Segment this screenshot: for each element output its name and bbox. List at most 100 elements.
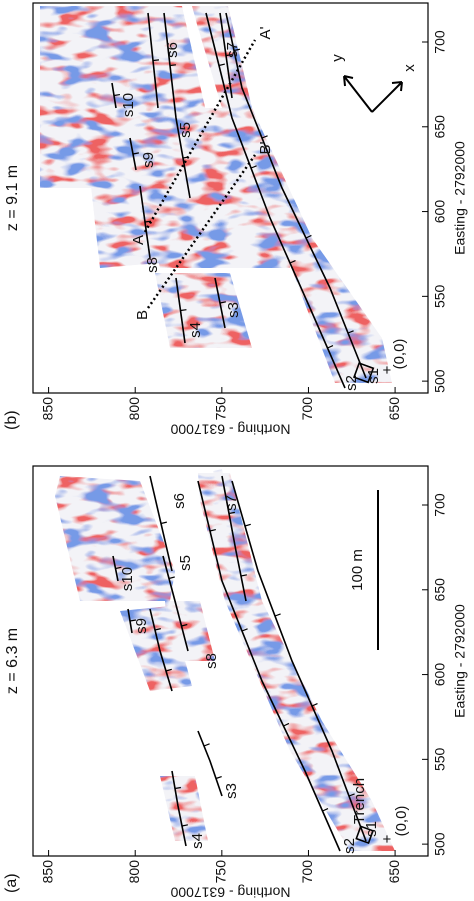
trench-box [353,362,375,384]
annotation: s5 [177,555,194,571]
gpr-slice [55,476,175,601]
fault-tick [215,775,222,780]
annotation: s6 [171,493,188,509]
x-axis-label: Easting - 2792000 [452,141,468,255]
gpr-slice [160,776,208,841]
annotation: s6 [164,42,181,58]
fault-tick [244,523,251,527]
panel-title: z = 6.3 m [4,628,21,694]
fault-tick [228,511,236,515]
gpr-slice [95,541,145,601]
x-tick-label: 650 [432,115,448,139]
fault-tick [168,576,175,580]
panel: 500 550 600 650 700 650 700 750 800 850 Easting - … [3,2,468,437]
fault-tick [165,668,172,672]
fault-line [221,475,247,602]
annotation: s8 [144,257,161,273]
fault-tick [322,808,329,812]
annotation: y [329,54,346,62]
plot-frame [32,465,429,857]
fault-tick [283,722,290,727]
fault-tick [129,619,137,622]
axis-arrow-x [371,81,403,113]
profile-a [143,39,257,233]
annotation: 100 m [349,549,366,591]
fault-line [163,12,191,199]
y-axis-label: Northing - 6317000 [170,884,290,900]
fault-tick [261,135,268,139]
x-tick-label: 550 [432,284,448,308]
y-tick-label: 850 [39,860,55,884]
annotation: s4 [189,833,206,849]
x-tick-label: 500 [432,369,448,393]
x-tick-label: 700 [432,493,448,517]
annotation: s9 [140,152,157,168]
x-tick-label: 600 [432,200,448,224]
x-tick-label: 550 [432,747,448,771]
fault-line [197,480,341,852]
annotation: A [130,235,147,245]
y-tick-label: 650 [386,397,402,421]
fault-tick [115,566,122,570]
fault-tick [305,234,312,239]
annotation: s9 [133,618,150,634]
annotation: (0,0) [393,806,410,837]
y-tick-label: 750 [213,860,229,884]
fault-tick [327,345,334,349]
fault-tick [174,786,182,790]
fault-line [171,770,187,847]
annotation: s1 [365,368,382,384]
annotation: s10 [119,567,136,591]
annotation: s10 [120,93,137,117]
fault-tick [209,529,216,532]
annotation: s3 [225,302,242,318]
profile-b [146,154,257,309]
annotation: + [379,834,396,843]
fault-line [162,555,189,652]
gpr-slice [95,76,140,118]
annotation: s5 [177,122,194,138]
annotation: s4 [187,322,204,338]
annotation: A' [257,26,274,39]
panel-label: (b) [3,410,20,430]
y-tick-label: 800 [126,860,142,884]
plot-frame [32,2,429,394]
x-tick-label: 500 [432,832,448,856]
fault-tick [348,793,355,797]
panel-title: z = 9.1 m [4,165,21,231]
annotation: B' [257,141,274,154]
rotated-figure: 500 550 600 650 700 650 700 750 800 850 Easting - … [3,2,468,900]
fault-tick [225,54,233,57]
annotation: Trench [351,778,368,824]
annotation: x [401,64,418,72]
panel: 500 550 600 650 700 650 700 750 800 850 Easting - … [3,465,468,900]
trench-box [355,825,374,845]
fault-tick [274,613,281,617]
fault-tick [289,260,296,264]
fault-line [225,12,367,379]
fault-tick [311,703,318,707]
fault-tick [181,824,189,827]
fault-tick [250,165,257,169]
fault-tick [160,521,167,525]
gpr-slice [140,108,290,268]
fault-line [149,608,173,692]
annotation: s7 [223,495,240,511]
y-tick-label: 800 [126,397,142,421]
gpr-slice [192,6,392,383]
annotation: s1 [363,821,380,837]
fault-tick [169,64,177,67]
annotation: s8 [203,653,220,669]
fault-line [197,730,223,797]
fault-tick [113,93,121,97]
panel-label: (a) [3,873,20,893]
fault-tick [240,574,248,577]
annotation: s2 [343,375,360,391]
fault-line [205,12,346,389]
fault-tick [203,743,210,747]
x-axis-label: Easting - 2792000 [452,604,468,718]
x-tick-label: 650 [432,578,448,602]
fault-tick [180,309,187,312]
y-tick-label: 750 [213,397,229,421]
